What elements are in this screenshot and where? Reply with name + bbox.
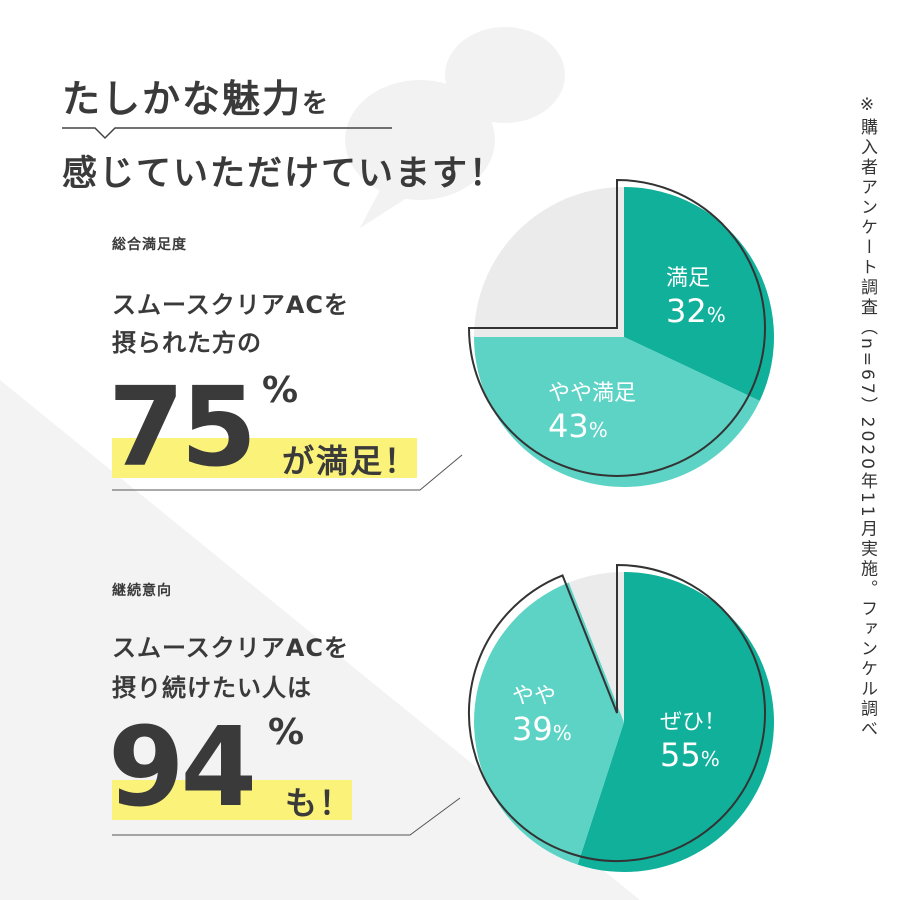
slice-label: ぜひ！ (660, 710, 727, 735)
highlight-band (112, 780, 352, 820)
section2-lead1: スムースクリアACを (112, 634, 349, 662)
slice-label: やや満足 (548, 381, 637, 406)
pie-slice (474, 337, 760, 487)
survey-note: ※購入者アンケート調査（n=67）2020年11月実施。ファンケル調べ (857, 95, 877, 740)
divider-line (112, 454, 463, 491)
slice-label: 満足 (666, 266, 711, 291)
section2-tail: も！ (285, 784, 354, 822)
section1-lead1: スムースクリアACを (112, 291, 349, 319)
pie2-label-somewhat: やや 39% (512, 678, 572, 748)
slice-unit: % (552, 721, 572, 745)
speech-bubble (345, 80, 495, 200)
section1-label: 総合満足度 (112, 237, 187, 253)
pie-slice (568, 572, 624, 722)
highlight-band (112, 438, 417, 478)
slice-unit: % (706, 303, 726, 327)
section1-lead2: 摂られた方の (112, 329, 262, 357)
section2-label: 継続意向 (112, 583, 172, 599)
section2-lead2: 摂り続けたい人は (112, 674, 312, 702)
pie-highlight-outline (468, 563, 766, 862)
slice-label: やや (512, 684, 557, 709)
pie-chart-continuation (468, 563, 775, 872)
pie-chart-satisfaction (467, 178, 774, 487)
slice-value: 32 (666, 292, 707, 330)
speech-bubble (445, 27, 565, 123)
pie1-label-satisfied: 満足 32% (666, 260, 726, 330)
heading-underline (62, 127, 392, 140)
pie-highlight-outline (467, 178, 766, 477)
pie-slice (577, 572, 775, 872)
section1-big-number: 75 (108, 363, 257, 491)
slice-value: 55 (660, 736, 701, 774)
section1-tail: が満足！ (282, 442, 419, 480)
pie-slice (473, 582, 624, 865)
divider-line (112, 797, 461, 836)
speech-bubble-tail (360, 190, 410, 228)
section2-percent: % (268, 712, 305, 753)
section2-big-number: 94 (108, 703, 257, 831)
slice-value: 39 (512, 710, 553, 748)
section1-percent: % (262, 370, 299, 411)
slice-unit: % (588, 418, 608, 442)
slice-unit: % (700, 747, 720, 771)
heading-main: たしかな魅力 (62, 77, 303, 121)
heading-line2: 感じていただけています！ (62, 154, 507, 194)
heading-line1: たしかな魅力を (62, 68, 330, 123)
pie1-label-somewhat: やや満足 43% (548, 375, 636, 445)
slice-value: 43 (548, 407, 589, 445)
heading-particle: を (302, 89, 331, 119)
pie2-label-definitely: ぜひ！ 55% (660, 704, 726, 774)
pie-slice (474, 187, 624, 337)
